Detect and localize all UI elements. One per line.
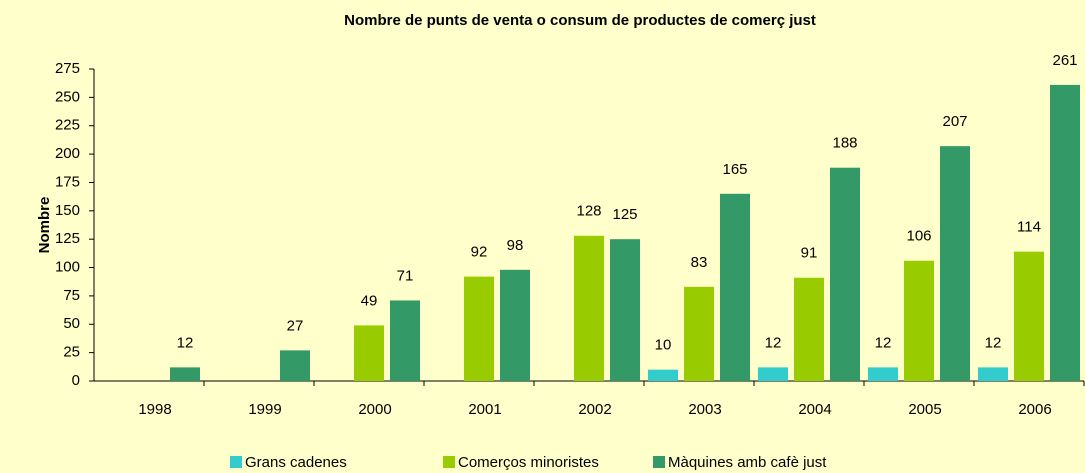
bar <box>868 367 898 381</box>
bar <box>978 367 1008 381</box>
data-label: 12 <box>177 334 194 351</box>
bar <box>354 325 384 381</box>
x-tick-label: 2001 <box>468 401 501 418</box>
bar <box>170 367 200 381</box>
data-label: 83 <box>691 254 708 271</box>
bar <box>720 193 750 381</box>
data-label: 207 <box>942 113 967 130</box>
data-label: 261 <box>1052 52 1077 69</box>
bar <box>390 300 420 381</box>
bar <box>280 350 310 381</box>
bar <box>574 235 604 381</box>
data-label: 128 <box>576 203 601 220</box>
legend-swatch <box>653 456 665 468</box>
legend-swatch <box>443 456 455 468</box>
bar <box>904 260 934 381</box>
y-axis-label: Nombre <box>36 197 53 254</box>
y-tick-label: 225 <box>55 117 80 134</box>
y-tick-label: 50 <box>63 315 80 332</box>
x-tick-label: 2002 <box>578 401 611 418</box>
bar <box>648 369 678 381</box>
x-tick-label: 2003 <box>688 401 721 418</box>
data-label: 12 <box>875 334 892 351</box>
data-label: 27 <box>287 317 304 334</box>
legend-label: Màquines amb cafè just <box>668 454 827 471</box>
data-label: 12 <box>985 334 1002 351</box>
y-tick-label: 0 <box>72 372 80 389</box>
y-tick-label: 25 <box>63 344 80 361</box>
data-label: 10 <box>655 337 672 354</box>
x-tick-label: 1998 <box>138 401 171 418</box>
y-tick-label: 200 <box>55 145 80 162</box>
y-tick-label: 150 <box>55 202 80 219</box>
bar <box>758 367 788 381</box>
data-label: 106 <box>906 228 931 245</box>
bar <box>464 276 494 381</box>
data-label: 165 <box>722 161 747 178</box>
y-tick-label: 275 <box>55 60 80 77</box>
y-tick-label: 75 <box>63 287 80 304</box>
y-tick-label: 250 <box>55 88 80 105</box>
data-label: 114 <box>1017 219 1041 236</box>
x-tick-label: 2000 <box>358 401 391 418</box>
bar <box>610 239 640 381</box>
bar <box>1050 84 1080 381</box>
data-label: 91 <box>801 245 818 262</box>
chart-title: Nombre de punts de venta o consum de pro… <box>344 12 816 29</box>
bar <box>1014 251 1044 381</box>
bar <box>794 277 824 381</box>
data-label: 71 <box>397 267 414 284</box>
data-label: 92 <box>471 244 488 261</box>
legend-label: Comerços minoristes <box>458 454 599 471</box>
x-tick-label: 2004 <box>798 401 831 418</box>
bar <box>940 146 970 381</box>
x-tick-label: 2006 <box>1018 401 1051 418</box>
data-label: 12 <box>765 334 782 351</box>
bar <box>684 286 714 381</box>
y-tick-label: 175 <box>55 173 80 190</box>
legend-label: Grans cadenes <box>245 454 347 471</box>
x-tick-label: 1999 <box>248 401 281 418</box>
legend-swatch <box>230 456 242 468</box>
bar <box>500 269 530 381</box>
y-tick-label: 125 <box>55 230 80 247</box>
x-tick-label: 2005 <box>908 401 941 418</box>
bar <box>830 167 860 381</box>
y-tick-label: 100 <box>55 259 80 276</box>
data-label: 49 <box>361 292 378 309</box>
data-label: 98 <box>507 237 524 254</box>
data-label: 125 <box>612 206 637 223</box>
data-label: 188 <box>832 135 857 152</box>
